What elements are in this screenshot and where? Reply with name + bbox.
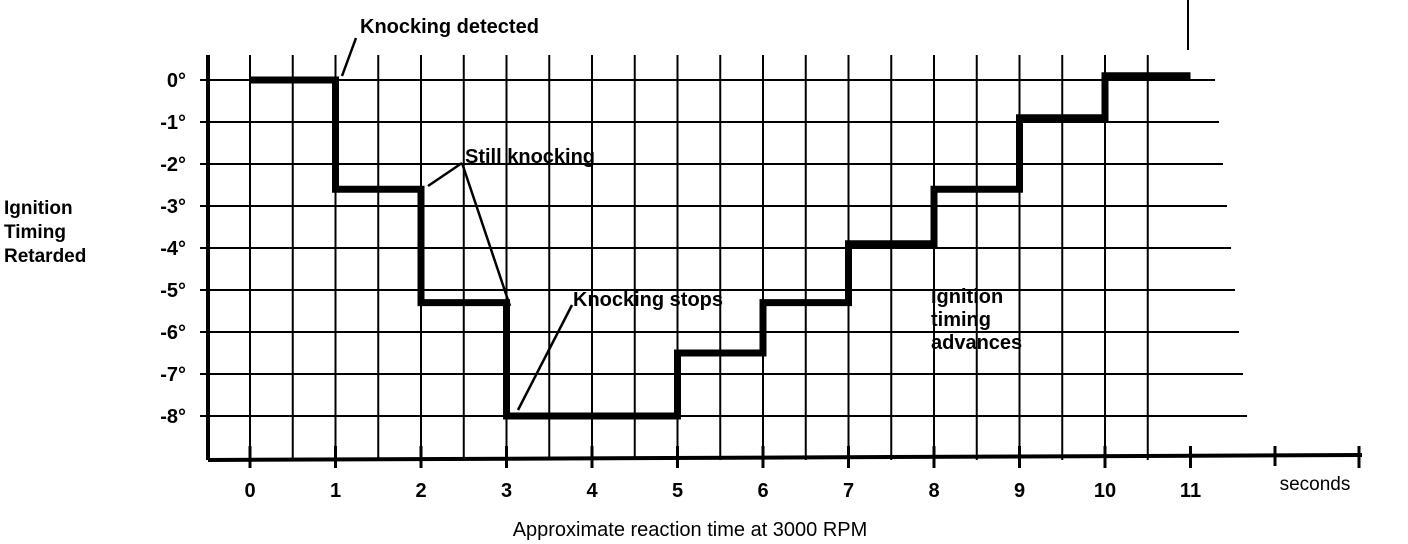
y-tick-label: -2° bbox=[160, 154, 186, 176]
y-tick-label: -4° bbox=[160, 238, 186, 260]
grid bbox=[200, 55, 1247, 460]
y-tick-label: -3° bbox=[160, 196, 186, 218]
x-tick-label: 5 bbox=[672, 480, 683, 502]
annotation-still-knocking: Still knocking bbox=[465, 146, 595, 168]
y-axis-label: Ignition Timing Retarded bbox=[4, 198, 87, 267]
x-tick-label: 2 bbox=[415, 480, 426, 502]
annotation-knocking-stops: Knocking stops bbox=[573, 289, 723, 311]
annotation-ignition-timing-advances: Ignition timing advances bbox=[931, 286, 1022, 354]
x-tick-label: 4 bbox=[586, 480, 598, 502]
x-axis-label: Approximate reaction time at 3000 RPM bbox=[513, 519, 868, 541]
x-tick-label: 6 bbox=[757, 480, 768, 502]
x-tick-label: 8 bbox=[928, 480, 939, 502]
tick-labels: 0 1 2 3 4 5 6 7 8 9 10 11 0° -1° -2° -3° -4° -5° -6° -7° -8° bbox=[160, 70, 1201, 502]
series bbox=[250, 72, 1191, 420]
step-line bbox=[250, 72, 1191, 420]
y-tick-label: -1° bbox=[160, 112, 186, 134]
x-tick-label: 11 bbox=[1180, 480, 1201, 502]
pointer-line bbox=[427, 161, 463, 188]
x-tick-label: 1 bbox=[330, 480, 341, 502]
x-axis-line bbox=[207, 453, 1363, 462]
y-tick-label: -7° bbox=[160, 364, 186, 386]
y-tick-label: -6° bbox=[160, 322, 186, 344]
x-tick-label: 9 bbox=[1014, 480, 1025, 502]
axes bbox=[206, 0, 1363, 468]
x-tick-label: 7 bbox=[843, 480, 854, 502]
y-tick-label: -5° bbox=[160, 280, 186, 302]
pointer-line bbox=[340, 37, 358, 77]
y-tick-label: 0° bbox=[167, 70, 186, 92]
x-tick-label: 3 bbox=[501, 480, 512, 502]
annotations: Knocking detected Still knocking Knocking … bbox=[340, 16, 1022, 411]
annotation-knocking-detected: Knocking detected bbox=[360, 16, 539, 38]
y-tick-label: -8° bbox=[160, 406, 186, 428]
pointer-line bbox=[516, 304, 574, 411]
x-tick-label: 10 bbox=[1094, 480, 1116, 502]
x-unit-label: seconds bbox=[1280, 474, 1351, 495]
pointer-line bbox=[460, 162, 512, 307]
x-tick-label: 0 bbox=[244, 480, 255, 502]
